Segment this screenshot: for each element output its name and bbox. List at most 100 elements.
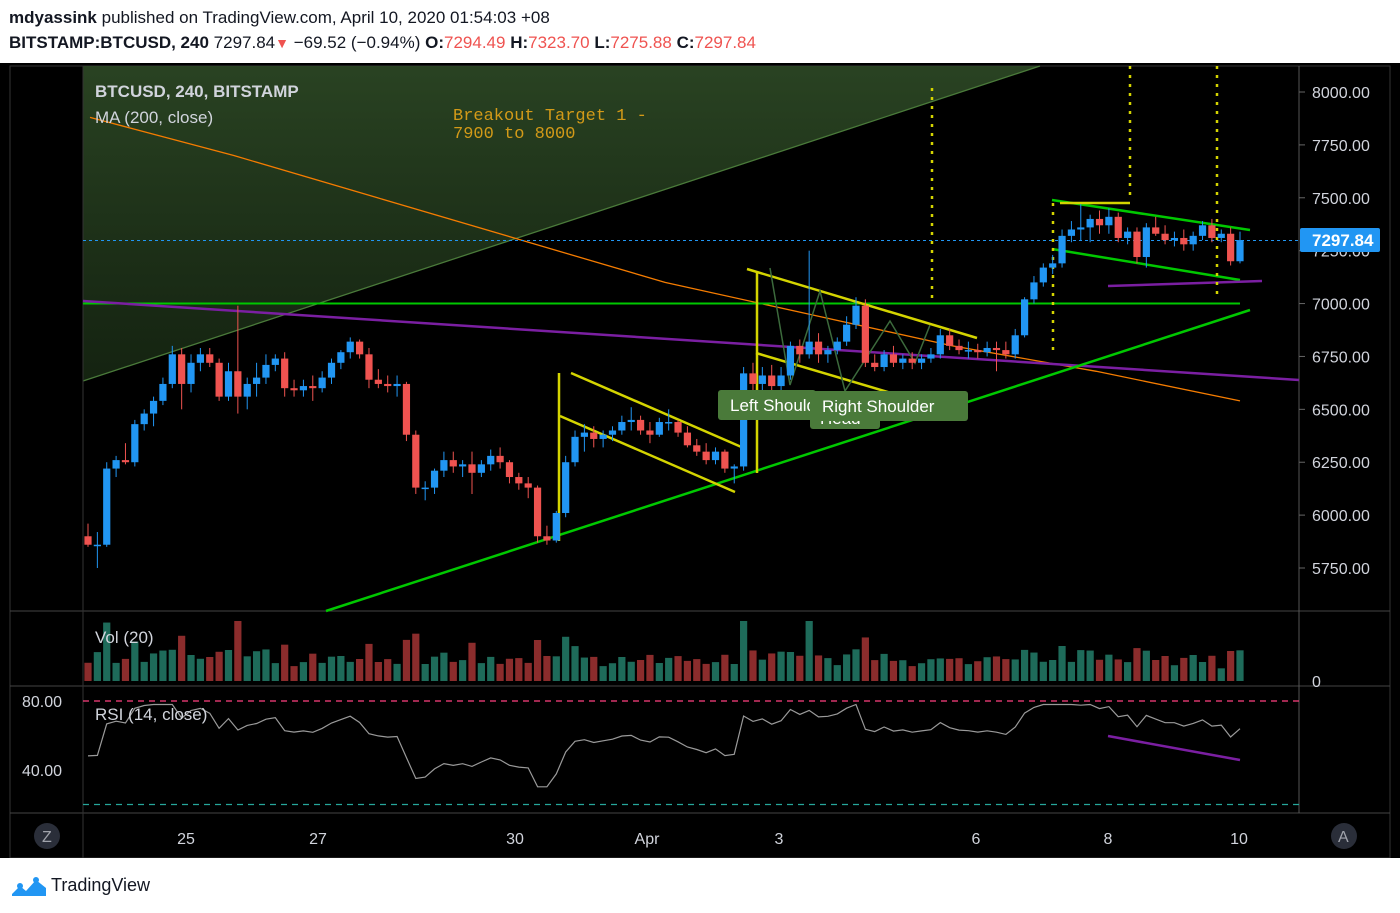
volume-bar [814,655,823,681]
candle-body [1217,233,1225,238]
volume-bar [796,655,804,681]
drawings [82,66,1300,613]
candle-body [917,358,926,363]
volume-bar [1133,648,1141,681]
candle-body [1161,233,1169,241]
volume-bar [1180,657,1188,681]
volume-bar [440,652,448,681]
price-tick-label: 6000.00 [1312,508,1370,525]
candle-body [327,362,336,378]
auto-scale-button[interactable] [1331,823,1357,849]
volume-bar [683,660,692,681]
candle-body [121,460,130,463]
volume-bar [468,642,476,681]
candle-body [580,432,588,437]
volume-bar [1198,662,1207,681]
candle-body [84,536,92,545]
candle-body [346,341,354,353]
time-tick-label: Apr [635,831,661,848]
candle-body [281,358,289,389]
price-tick-label: 5750.00 [1312,561,1370,578]
candle-body [861,305,869,363]
volume-bar [1189,655,1197,681]
volume-bar [655,663,663,681]
candle-body [683,432,692,446]
volume-bar [543,656,551,681]
volume-bar [149,653,158,681]
volume-bar [1095,659,1104,681]
flag-upper-line [1051,198,1251,232]
volume-bar [899,660,907,681]
volume-bar [515,658,523,681]
volume-bar [1058,646,1066,681]
tradingview-logo-icon[interactable] [10,874,48,898]
candle-body [496,455,504,463]
time-tick-label: 3 [775,831,784,848]
volume-bar [1170,665,1179,681]
candle-body [1086,218,1094,228]
volume-bar [374,662,382,681]
candle-body [168,354,176,384]
volume-bar [533,640,542,681]
rsi-tick-label: 40.00 [22,763,62,780]
current-price-value: 7297.84 [1312,231,1374,250]
chart-frame[interactable]: 8000.00 7750.00 7500.00 7250.00 7000.00 6750.… [0,63,1400,858]
volume-bar [243,656,251,681]
candle-body [608,430,617,435]
volume-bar [1208,655,1216,681]
candle-body [814,341,823,355]
candle-body [140,413,148,425]
volume-bar [215,651,223,681]
volume-bar [252,651,261,681]
yellow-flag2-upper [746,267,978,340]
price-tick-label: 8000.00 [1312,85,1370,102]
candle-body [93,544,101,547]
candle-body [1011,335,1019,355]
volume-bar [599,666,607,681]
candle-body [224,371,233,397]
left-shoulder-clip: Left Shoulder [730,396,816,415]
volume-bar [1217,668,1225,681]
volume-bar [505,658,514,681]
volume-bar [758,659,766,681]
chart-canvas[interactable]: 8000.007750.007500.007250.007000.006750.… [0,63,1400,858]
candle-body [234,371,242,397]
low-value: 7275.88 [610,33,672,52]
candle-body [936,335,944,355]
candle-body [908,358,916,363]
candle-body [871,362,879,368]
candle-body [1142,227,1150,258]
candle-body [337,352,345,363]
volume-bar [112,662,120,681]
target-text-line1: Breakout Target 1 - [453,107,647,126]
volume-bar [1020,649,1029,681]
volume-bar [927,659,935,681]
candle-body [1133,231,1141,258]
volume-bars [84,621,1244,681]
yellow-flag1-upper [570,371,747,451]
candle-body [964,350,972,352]
candle-body [374,379,382,384]
volume-bar [187,655,195,681]
purple-trend-line [82,299,1300,382]
author-name[interactable]: mdyassink [9,8,97,27]
price-tick-label: 7750.00 [1312,138,1370,155]
volume-bar [1011,659,1019,681]
volume-bar [917,663,926,681]
volume-bar [496,663,504,681]
volume-bar [590,656,598,681]
price-axis: 8000.007750.007500.007250.007000.006750.… [22,85,1370,780]
tradingview-brand[interactable]: TradingView [51,875,151,895]
volume-bar [1077,650,1085,681]
volume-tick-label: 0 [1312,674,1321,691]
log-scale-button[interactable] [34,823,60,849]
volume-bar [477,663,485,681]
footer [0,858,1400,913]
candle-body [112,460,120,469]
volume-bar [711,662,720,681]
candle-body [459,464,467,467]
candle-body [103,468,111,545]
candle-body [665,422,673,424]
volume-bar [805,621,813,681]
volume-bar [384,659,392,681]
